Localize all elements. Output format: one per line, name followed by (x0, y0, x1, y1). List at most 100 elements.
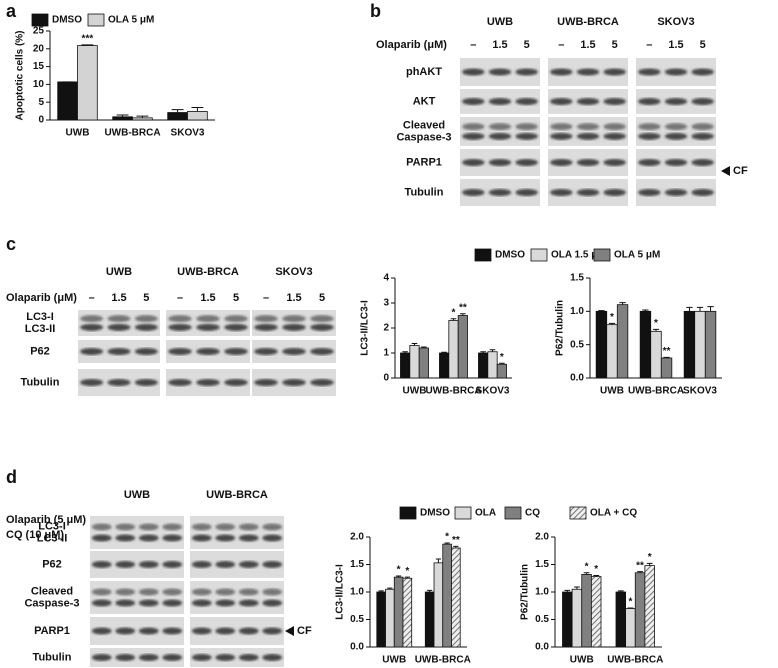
group-header: UWB-BRCA (206, 489, 268, 501)
blot-band (664, 68, 688, 76)
blot-band (282, 315, 306, 323)
row-label: AKT (413, 95, 436, 107)
significance: * (585, 561, 589, 572)
significance: ** (452, 535, 460, 546)
group-header: UWB (487, 16, 513, 28)
row-label: Tubulin (405, 186, 444, 198)
bar (606, 324, 618, 379)
blot-band (254, 348, 278, 355)
blot-band (262, 534, 283, 542)
y-tick-label: 0 (38, 115, 44, 126)
x-tick-label: SKOV3 (171, 128, 205, 139)
significance: * (628, 597, 632, 608)
bar (424, 591, 435, 648)
error-bar (627, 607, 634, 609)
blot-band (215, 523, 236, 531)
bar (451, 547, 461, 648)
blot-band (191, 599, 212, 607)
blot-band (550, 159, 573, 166)
blot-band (603, 98, 626, 105)
group-header: UWB-BRCA (177, 266, 239, 278)
treatment-label: Olaparib (μM) (376, 39, 447, 51)
blot-band (107, 315, 131, 323)
y-tick-label: 0.0 (535, 642, 549, 653)
blot-band (107, 348, 131, 355)
blot-band (638, 189, 661, 196)
legend-label: OLA (475, 508, 496, 519)
significance: * (397, 565, 401, 576)
y-tick-label: 10 (33, 79, 45, 90)
blot-band (576, 132, 600, 140)
bar (683, 310, 696, 379)
blot-band (310, 379, 334, 386)
blot-band (138, 561, 159, 568)
marker-arrow (285, 626, 294, 636)
y-tick-label: 1.5 (570, 273, 584, 284)
blot-band (138, 523, 159, 531)
blot-band (162, 588, 183, 596)
y-tick-label: 1.5 (350, 559, 364, 570)
bar (376, 591, 386, 648)
significance: * (610, 312, 614, 323)
error-bar (608, 322, 616, 325)
bar (409, 345, 420, 379)
treatment-level: – (177, 292, 183, 304)
error-bar (686, 306, 693, 312)
blot-band (515, 189, 538, 196)
group-header: SKOV3 (657, 16, 694, 28)
blot-band (138, 599, 159, 607)
significance: ** (636, 560, 644, 571)
error-bar (574, 586, 580, 590)
bar (625, 608, 636, 648)
bar (615, 591, 627, 648)
blot-band (576, 68, 600, 76)
blot-band (488, 68, 512, 76)
bar (496, 363, 507, 379)
blot-band (691, 132, 714, 140)
error-bar (450, 318, 457, 321)
row-label: Caspase-3 (396, 131, 451, 143)
row-label: Tubulin (21, 376, 60, 388)
y-tick-label: 0.5 (535, 614, 549, 625)
blot-band (515, 159, 538, 166)
blot-band (515, 68, 538, 76)
blot-band (238, 534, 259, 542)
panel-label: d (6, 467, 17, 487)
blot-band (462, 68, 485, 76)
treatment-level: 5 (319, 292, 325, 304)
bar (400, 352, 411, 379)
y-tick-label: 0.5 (570, 339, 584, 350)
x-tick-label: UWB (382, 655, 406, 666)
treatment-level: 1.5 (668, 39, 683, 51)
y-axis-label: P62/Tubulin (555, 300, 566, 356)
blot-band (115, 534, 136, 542)
blot-band (515, 132, 538, 140)
blot-band (310, 348, 334, 355)
treatment-level: 1.5 (492, 39, 507, 51)
blot-band (550, 123, 573, 131)
blot-band (224, 348, 248, 355)
y-tick-label: 1 (383, 348, 389, 359)
significance: * (654, 318, 658, 329)
blot-band (462, 189, 485, 196)
treatment-level: 1.5 (111, 292, 126, 304)
blot-strip (90, 581, 184, 614)
y-tick-label: 1.0 (535, 587, 549, 598)
blot-band (262, 523, 283, 531)
blot-band (168, 348, 192, 355)
significance: * (500, 352, 504, 363)
blot-band (138, 627, 159, 635)
x-tick-label: UWB-BRCA (415, 655, 471, 666)
bar (634, 572, 646, 648)
row-label: P62 (30, 345, 50, 357)
blot-band (550, 98, 573, 105)
significance: * (594, 564, 598, 575)
error-bar (663, 356, 670, 358)
blot-strip (90, 516, 184, 549)
panel-label: a (6, 1, 17, 21)
blot-band (191, 561, 212, 568)
blot-band (115, 654, 136, 661)
error-bar (652, 328, 660, 332)
blot-band (238, 654, 259, 661)
y-tick-label: 5 (38, 97, 44, 108)
